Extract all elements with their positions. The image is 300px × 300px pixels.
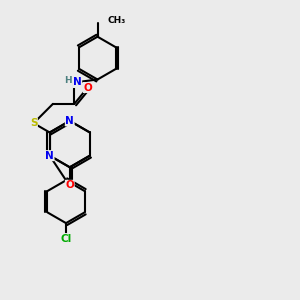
Text: Cl: Cl [60, 234, 72, 244]
Text: CH₃: CH₃ [108, 16, 126, 25]
Text: N: N [45, 151, 54, 160]
Text: O: O [65, 180, 74, 190]
Text: N: N [65, 116, 74, 126]
Text: N: N [73, 77, 82, 88]
Text: O: O [83, 82, 92, 92]
Text: H: H [64, 76, 72, 85]
Text: S: S [30, 118, 38, 128]
